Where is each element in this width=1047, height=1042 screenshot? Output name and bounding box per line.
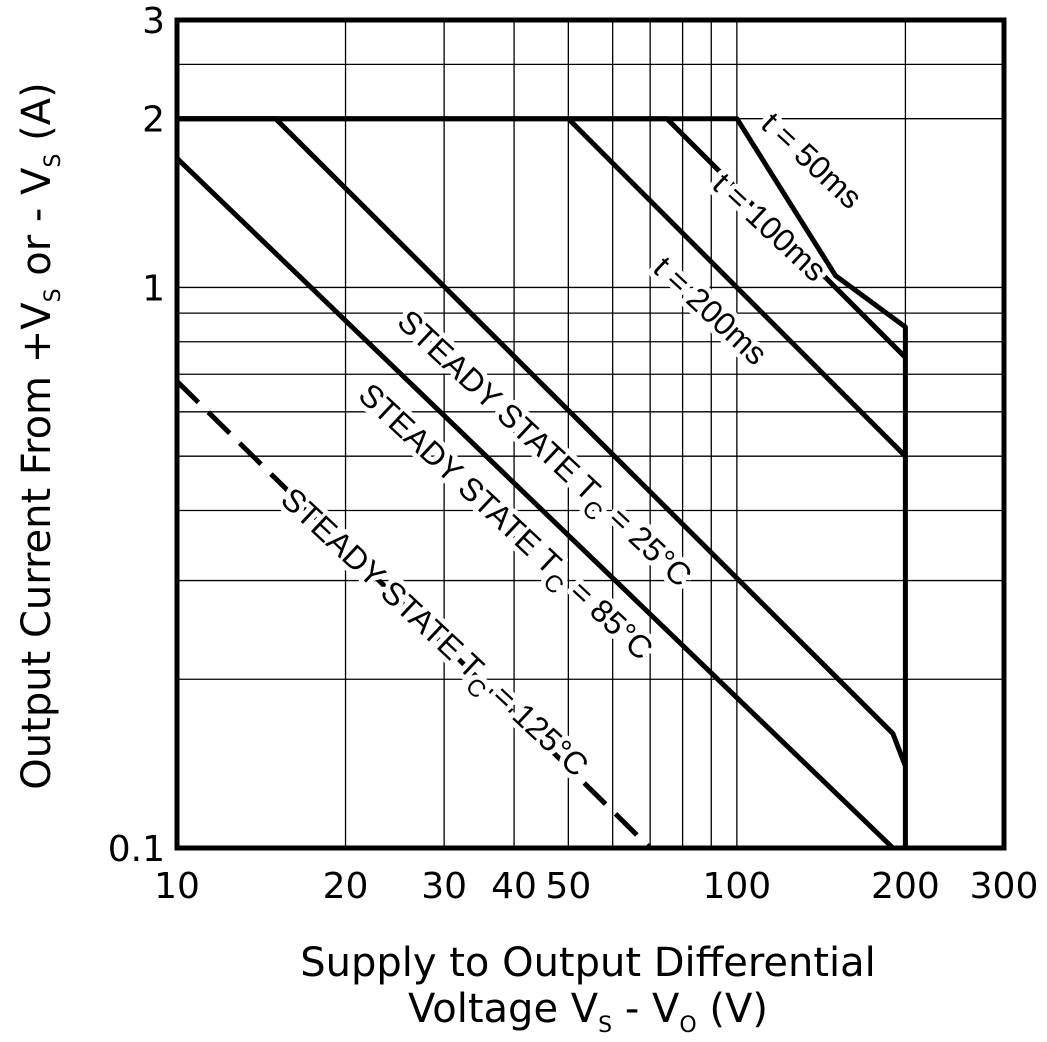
- y-axis-title: Output Current From +VS or - VS (A): [14, 82, 66, 789]
- series-label-1: t = 50ms: [754, 105, 869, 216]
- x-tick-label: 40: [491, 866, 537, 907]
- x-axis-title: Supply to Output Differential: [300, 940, 876, 986]
- x-tick-label: 100: [703, 866, 772, 907]
- x-tick-label: 200: [871, 866, 940, 907]
- x-tick-label: 10: [154, 866, 200, 907]
- x-tick-label: 30: [421, 866, 467, 907]
- series-line-6: [175, 379, 652, 850]
- tick-labels: 10 20 30 40 50 100 200 300 0.1 1 2 3: [108, 1, 1039, 907]
- series-line-3: [566, 116, 908, 458]
- series-label-3: t = 200ms: [647, 249, 775, 372]
- plot-frame: [174, 17, 1007, 851]
- series-line-5: [175, 156, 895, 850]
- series-line-2: [177, 116, 908, 360]
- x-axis-title-line2: Voltage VS - VO (V): [408, 986, 768, 1038]
- y-tick-label: 1: [142, 268, 165, 309]
- y-tick-label: 0.1: [108, 829, 165, 870]
- grid: [177, 20, 1004, 848]
- x-tick-label: 300: [970, 866, 1039, 907]
- x-tick-label: 20: [323, 866, 369, 907]
- x-tick-label: 50: [545, 866, 591, 907]
- series-label-6: STEADY STATE TC = 125°C: [268, 480, 595, 790]
- y-tick-label: 3: [142, 1, 165, 42]
- y-tick-label: 2: [142, 100, 165, 141]
- curves: [175, 116, 908, 850]
- series-line-4: [177, 116, 908, 767]
